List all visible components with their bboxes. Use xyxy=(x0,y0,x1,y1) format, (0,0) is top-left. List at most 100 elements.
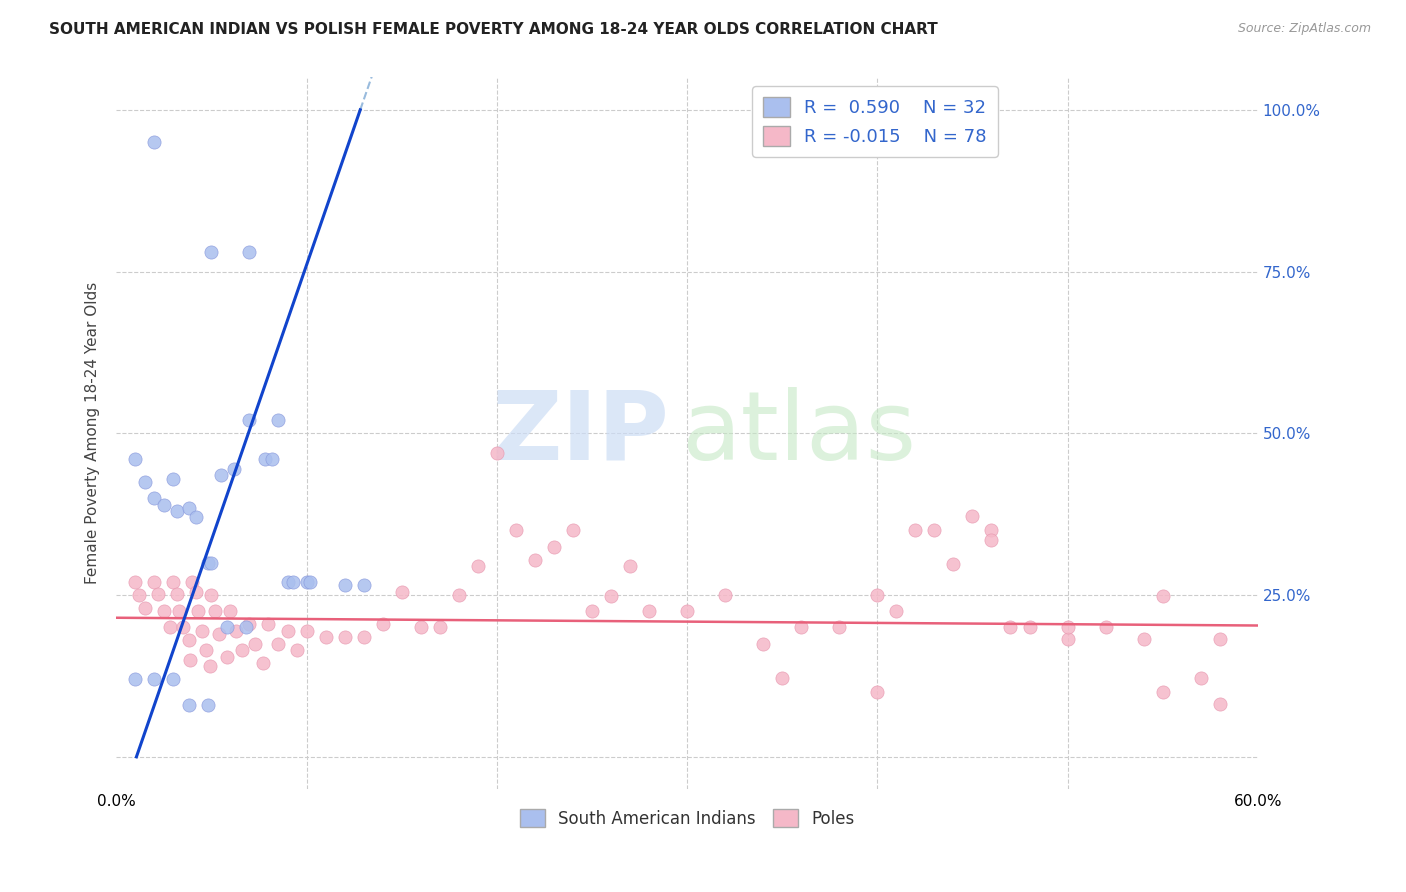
Point xyxy=(243,637,266,651)
Point xyxy=(1152,685,1174,699)
Point xyxy=(143,575,166,590)
Point xyxy=(186,510,208,524)
Point xyxy=(1094,620,1116,634)
Point xyxy=(200,588,222,602)
Point xyxy=(124,575,146,590)
Point xyxy=(143,135,166,149)
Point xyxy=(505,524,527,538)
Point xyxy=(1189,671,1212,685)
Point xyxy=(134,475,156,489)
Point xyxy=(253,452,276,467)
Point xyxy=(194,643,217,657)
Point xyxy=(1209,632,1232,646)
Point xyxy=(1000,620,1022,634)
Text: Source: ZipAtlas.com: Source: ZipAtlas.com xyxy=(1237,22,1371,36)
Point xyxy=(285,643,308,657)
Point xyxy=(770,671,793,685)
Point xyxy=(225,624,247,638)
Point xyxy=(186,585,208,599)
Point xyxy=(235,620,257,634)
Point xyxy=(886,604,908,618)
Point xyxy=(197,698,219,712)
Point xyxy=(1018,620,1040,634)
Point xyxy=(197,556,219,570)
Point xyxy=(276,624,298,638)
Point xyxy=(1056,632,1078,646)
Point xyxy=(391,585,413,599)
Text: atlas: atlas xyxy=(682,387,917,480)
Point xyxy=(638,604,661,618)
Legend: South American Indians, Poles: South American Indians, Poles xyxy=(513,803,860,834)
Point xyxy=(295,624,318,638)
Point xyxy=(267,413,290,427)
Point xyxy=(866,588,889,602)
Point xyxy=(600,590,623,604)
Point xyxy=(146,587,169,601)
Point xyxy=(752,637,775,651)
Point xyxy=(904,524,927,538)
Point xyxy=(238,617,260,632)
Point xyxy=(276,575,298,590)
Point xyxy=(215,620,238,634)
Point xyxy=(166,504,188,518)
Point xyxy=(942,557,965,571)
Point xyxy=(581,604,603,618)
Point xyxy=(619,559,641,574)
Point xyxy=(143,491,166,505)
Point xyxy=(252,656,274,670)
Point xyxy=(790,620,813,634)
Point xyxy=(179,653,201,667)
Y-axis label: Female Poverty Among 18-24 Year Olds: Female Poverty Among 18-24 Year Olds xyxy=(86,282,100,584)
Point xyxy=(238,245,260,260)
Point xyxy=(200,245,222,260)
Point xyxy=(409,620,432,634)
Point xyxy=(187,604,209,618)
Point xyxy=(371,617,394,632)
Point xyxy=(143,672,166,686)
Point xyxy=(561,524,583,538)
Point xyxy=(485,446,508,460)
Point xyxy=(204,604,226,618)
Point xyxy=(543,540,565,554)
Point xyxy=(177,633,200,648)
Point xyxy=(828,620,851,634)
Point xyxy=(295,575,318,590)
Point xyxy=(299,575,322,590)
Point xyxy=(124,672,146,686)
Point xyxy=(124,452,146,467)
Point xyxy=(315,630,337,644)
Point xyxy=(866,685,889,699)
Point xyxy=(231,643,253,657)
Point xyxy=(1152,590,1174,604)
Point xyxy=(1209,697,1232,711)
Point xyxy=(159,620,181,634)
Point xyxy=(198,659,221,673)
Point xyxy=(283,575,305,590)
Text: ZIP: ZIP xyxy=(492,387,669,480)
Point xyxy=(209,468,232,483)
Point xyxy=(262,452,284,467)
Point xyxy=(128,588,150,602)
Point xyxy=(333,630,356,644)
Text: SOUTH AMERICAN INDIAN VS POLISH FEMALE POVERTY AMONG 18-24 YEAR OLDS CORRELATION: SOUTH AMERICAN INDIAN VS POLISH FEMALE P… xyxy=(49,22,938,37)
Point xyxy=(208,627,231,641)
Point xyxy=(962,509,984,524)
Point xyxy=(676,604,699,618)
Point xyxy=(714,588,737,602)
Point xyxy=(191,624,214,638)
Point xyxy=(980,533,1002,547)
Point xyxy=(162,472,184,486)
Point xyxy=(1056,620,1078,634)
Point xyxy=(353,578,375,592)
Point xyxy=(924,524,946,538)
Point xyxy=(1132,632,1154,646)
Point xyxy=(177,698,200,712)
Point xyxy=(134,601,156,615)
Point xyxy=(333,578,356,592)
Point xyxy=(162,575,184,590)
Point xyxy=(238,413,260,427)
Point xyxy=(219,604,242,618)
Point xyxy=(523,552,546,566)
Point xyxy=(153,498,176,512)
Point xyxy=(181,575,204,590)
